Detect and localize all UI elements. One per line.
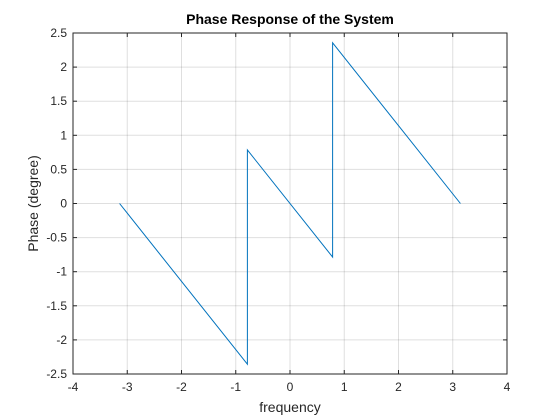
x-tick-label: 4 — [504, 380, 511, 394]
y-tick-label: 0 — [60, 197, 67, 211]
x-tick-labels: -4 -3 -2 -1 0 1 2 3 4 — [68, 380, 511, 394]
x-tick-label: 3 — [449, 380, 456, 394]
y-tick-label: -2.5 — [46, 367, 67, 381]
x-tick-label: 2 — [395, 380, 402, 394]
x-tick-label: -3 — [122, 380, 133, 394]
x-tick-label: 0 — [287, 380, 294, 394]
x-tick-label: -2 — [176, 380, 187, 394]
x-tick-label: -4 — [68, 380, 79, 394]
x-tick-label: -1 — [230, 380, 241, 394]
y-axis-label: Phase (degree) — [25, 155, 41, 252]
y-tick-label: 2 — [60, 60, 67, 74]
y-tick-labels: -2.5 -2 -1.5 -1 -0.5 0 0.5 1 1.5 2 2.5 — [46, 26, 67, 381]
y-tick-label: 0.5 — [50, 162, 67, 176]
chart-title: Phase Response of the System — [186, 11, 394, 27]
x-axis-label: frequency — [259, 399, 320, 415]
tick-marks — [72, 32, 508, 375]
y-tick-label: 1.5 — [50, 94, 67, 108]
y-tick-label: -1.5 — [46, 299, 67, 313]
y-tick-label: 2.5 — [50, 26, 67, 40]
y-tick-label: -2 — [56, 333, 67, 347]
grid-lines — [72, 32, 508, 375]
y-tick-label: -0.5 — [46, 231, 67, 245]
series-group — [119, 41, 461, 366]
y-tick-label: -1 — [56, 265, 67, 279]
phase-series-line — [119, 41, 461, 366]
x-tick-label: 1 — [341, 380, 348, 394]
y-tick-label: 1 — [60, 128, 67, 142]
